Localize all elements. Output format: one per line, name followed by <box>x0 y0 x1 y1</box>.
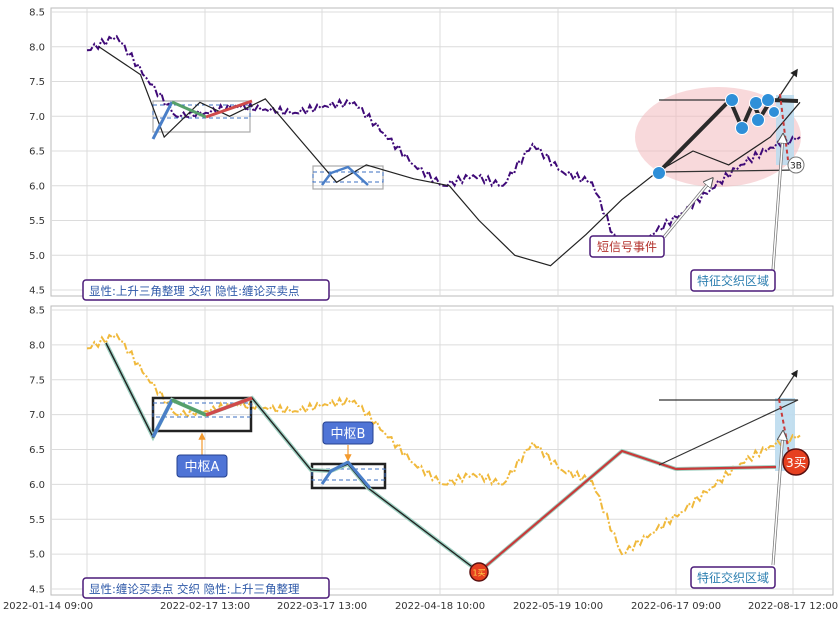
bottom-y-tick-label: 5.5 <box>29 515 45 526</box>
top-y-tick-label: 4.5 <box>29 286 45 297</box>
top-price-series <box>86 34 801 257</box>
x-tick-label: 2022-06-17 09:00 <box>631 601 721 612</box>
bottom-buy1-label: 1买 <box>472 569 485 578</box>
top-y-tick-label: 7.5 <box>29 77 45 88</box>
bottom-pivot-a-end-seg <box>205 396 253 417</box>
top-zone-label-box <box>690 269 776 292</box>
top-pivot-a-dash <box>152 104 251 119</box>
bottom-y-tick-labels: 8.5 8.0 7.5 7.0 6.5 6.0 5.5 5.0 4.5 <box>29 306 45 596</box>
x-tick-label: 2022-03-17 13:00 <box>277 601 367 612</box>
top-pivot-b-seg <box>321 165 369 186</box>
top-marker-6 <box>761 93 775 107</box>
bottom-buy3-badge <box>782 448 810 476</box>
bottom-plot-frame <box>50 305 834 596</box>
top-marker-7 <box>768 106 780 118</box>
x-tick-label: 2022-02-17 13:00 <box>160 601 250 612</box>
bottom-y-tick-label: 7.5 <box>29 375 45 386</box>
bottom-y-tick-label: 7.0 <box>29 410 45 421</box>
top-3b-badge <box>787 156 805 174</box>
bottom-legend-text: 显性:缠论买卖点 交织 隐性:上升三角整理 <box>89 582 300 596</box>
top-pivot-a-up-seg <box>151 101 174 140</box>
bottom-legend-box <box>82 577 330 599</box>
top-pivot-a-end-seg <box>205 99 253 119</box>
bottom-y-tick-label: 8.5 <box>29 306 45 317</box>
top-y-tick-label: 5.5 <box>29 216 45 227</box>
bottom-zone-label: 特征交织区域 <box>697 570 769 585</box>
bottom-zone-label-box <box>690 566 776 589</box>
top-y-tick-label: 7.0 <box>29 112 45 123</box>
bottom-price-series <box>86 332 801 556</box>
top-y-tick-labels: 8.5 8.0 7.5 7.0 6.5 6.0 5.5 5.0 4.5 <box>29 8 45 297</box>
bottom-buy3-label: 3买 <box>786 455 806 470</box>
bottom-x-tick-labels: 2022-01-14 09:00 2022-02-17 13:00 2022-03-… <box>3 601 838 612</box>
top-signal-label: 短信号事件 <box>597 240 657 254</box>
bottom-buy1-badge <box>469 562 489 582</box>
top-y-tick-label: 5.0 <box>29 251 45 262</box>
x-tick-label: 2022-01-14 09:00 <box>3 601 93 612</box>
x-tick-label: 2022-04-18 10:00 <box>395 601 485 612</box>
bottom-red-segment <box>478 449 777 573</box>
bottom-pivot-b-label-box <box>322 421 374 445</box>
bottom-pivot-a-label: 中枢A <box>185 460 220 475</box>
top-pivot-a-mid-seg <box>171 100 207 119</box>
bottom-y-tick-label: 4.5 <box>29 585 45 596</box>
bottom-pivot-a-label-box <box>176 454 228 478</box>
top-panel: 8.5 8.0 7.5 7.0 6.5 6.0 5.5 5.0 4.5 <box>29 7 834 301</box>
top-marker-5 <box>751 113 765 127</box>
top-marker-1 <box>652 166 666 180</box>
bottom-pivot-b-dash <box>311 468 386 481</box>
bottom-pivot-a-dash <box>152 402 252 418</box>
top-signal-label-box <box>589 235 665 258</box>
bottom-pivot-b-label: 中枢B <box>331 427 366 442</box>
top-y-tick-label: 6.5 <box>29 147 45 158</box>
bottom-pivot-b-seg <box>320 460 372 489</box>
top-3b-label: 3B <box>790 162 802 172</box>
bottom-pivot-a-mid-seg <box>171 398 207 417</box>
bottom-pivot-a-up-seg <box>151 399 174 438</box>
bottom-y-tick-label: 6.5 <box>29 445 45 456</box>
bottom-triangle <box>658 399 799 466</box>
top-legend-box <box>82 279 330 301</box>
top-y-tick-label: 6.0 <box>29 181 45 192</box>
top-pink-zone <box>635 87 801 187</box>
bottom-y-tick-label: 8.0 <box>29 340 45 351</box>
x-tick-label: 2022-08-17 12:00 <box>748 601 838 612</box>
x-tick-label: 2022-05-19 10:00 <box>513 601 603 612</box>
top-y-tick-label: 8.5 <box>29 8 45 19</box>
top-legend-text: 显性:上升三角整理 交织 隐性:缠论买卖点 <box>89 284 300 298</box>
bottom-red-dash <box>778 398 791 459</box>
top-stroke-path <box>98 46 801 267</box>
top-marker-3 <box>735 121 749 135</box>
bottom-y-tick-label: 5.0 <box>29 550 45 561</box>
top-marker-2 <box>725 93 739 107</box>
bottom-panel: 8.5 8.0 7.5 7.0 6.5 6.0 5.5 5.0 4.5 2022-01-14 0… <box>3 305 838 612</box>
top-marker-4 <box>749 96 763 110</box>
top-y-tick-label: 8.0 <box>29 42 45 53</box>
top-pivot-b-dash <box>312 171 384 183</box>
top-zone-label: 特征交织区域 <box>697 273 769 288</box>
bottom-y-tick-label: 6.0 <box>29 480 45 491</box>
